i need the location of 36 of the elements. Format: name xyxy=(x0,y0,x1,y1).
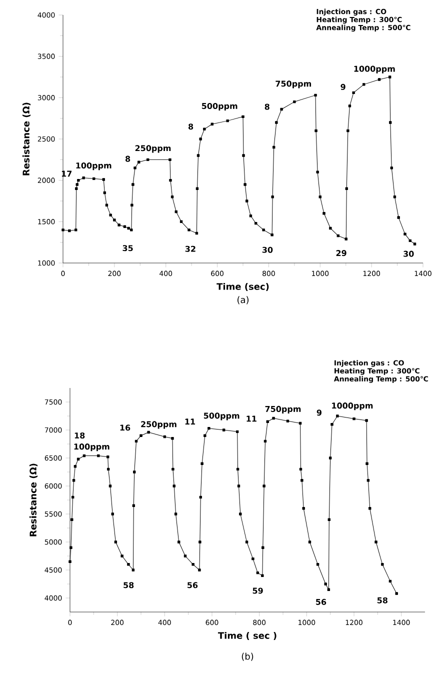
annotation: 18 xyxy=(74,432,85,439)
annotation: 30 xyxy=(404,250,414,257)
y-axis-title: Resistance (Ω) xyxy=(22,102,31,176)
annotation: 100ppm xyxy=(74,444,110,452)
annotation: 35 xyxy=(122,245,133,252)
annotation: 58 xyxy=(377,597,388,604)
annotation: 29 xyxy=(336,250,346,256)
annotation: 16 xyxy=(120,424,130,431)
annotation: 1000ppm xyxy=(332,402,373,410)
annotation: 8 xyxy=(126,156,130,162)
annotation: 56 xyxy=(188,582,198,588)
annotation: 100ppm xyxy=(76,162,112,170)
annotation: 250ppm xyxy=(135,145,171,153)
annotation: 30 xyxy=(262,246,273,253)
annotation: 56 xyxy=(316,598,326,605)
x-axis-title: Time (sec) xyxy=(216,282,269,291)
annotation: 59 xyxy=(252,588,263,594)
annotation: 750ppm xyxy=(265,406,301,414)
annotation: 9 xyxy=(340,84,346,90)
text: (b) xyxy=(242,652,254,661)
annotation: 8 xyxy=(188,124,194,130)
annotation: 9 xyxy=(316,410,322,416)
annotation: 11 xyxy=(185,418,196,425)
annotation: 750ppm xyxy=(276,80,312,88)
annotation: 58 xyxy=(124,582,134,588)
annotation: 500ppm xyxy=(202,102,238,111)
annotation: 500ppm xyxy=(204,412,240,420)
annotation: 32 xyxy=(185,246,196,252)
annotation: 250ppm xyxy=(141,421,176,429)
annotation: 1000ppm xyxy=(354,66,395,74)
x-axis-title: Time ( sec ) xyxy=(218,632,276,640)
annotation: 8 xyxy=(264,104,270,110)
annotation: 17 xyxy=(62,170,72,177)
text: (a) xyxy=(238,296,249,304)
y-axis-title: Resistance (Ω) xyxy=(29,464,38,536)
annotation: 11 xyxy=(246,416,256,422)
